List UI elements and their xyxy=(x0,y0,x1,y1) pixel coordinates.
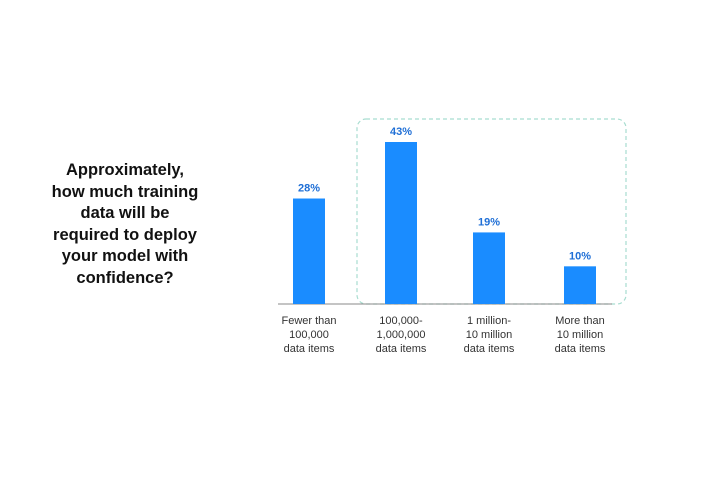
question-text: Approximately, how much training data wi… xyxy=(30,160,220,289)
category-label: data items xyxy=(376,343,427,355)
category-label: 10 million xyxy=(466,329,512,341)
question-line: your model with xyxy=(61,247,189,265)
bar xyxy=(564,266,596,304)
category-label: 100,000 xyxy=(289,329,329,341)
category-label: 10 million xyxy=(557,329,603,341)
category-label: 1 million- xyxy=(467,315,511,327)
data-label: 28% xyxy=(298,183,320,195)
question-line: how much training xyxy=(51,182,199,201)
category-label: 100,000- xyxy=(379,315,423,327)
category-label: data items xyxy=(555,343,606,355)
category-label: data items xyxy=(284,343,335,355)
bar xyxy=(473,232,505,304)
question-line: required to deploy xyxy=(53,225,197,244)
bar xyxy=(293,198,325,304)
data-label: 10% xyxy=(569,250,591,262)
question-line: confidence? xyxy=(76,268,174,287)
highlight-region xyxy=(356,118,627,305)
category-label: Fewer than xyxy=(281,315,336,327)
bar xyxy=(385,142,417,304)
question-line: Approximately, xyxy=(66,161,184,179)
data-label: 43% xyxy=(390,126,412,138)
question-line: data will be xyxy=(80,204,170,222)
data-label: 19% xyxy=(478,216,500,228)
category-label: data items xyxy=(464,343,515,355)
category-label: More than xyxy=(555,315,605,327)
category-label: 1,000,000 xyxy=(377,329,426,341)
